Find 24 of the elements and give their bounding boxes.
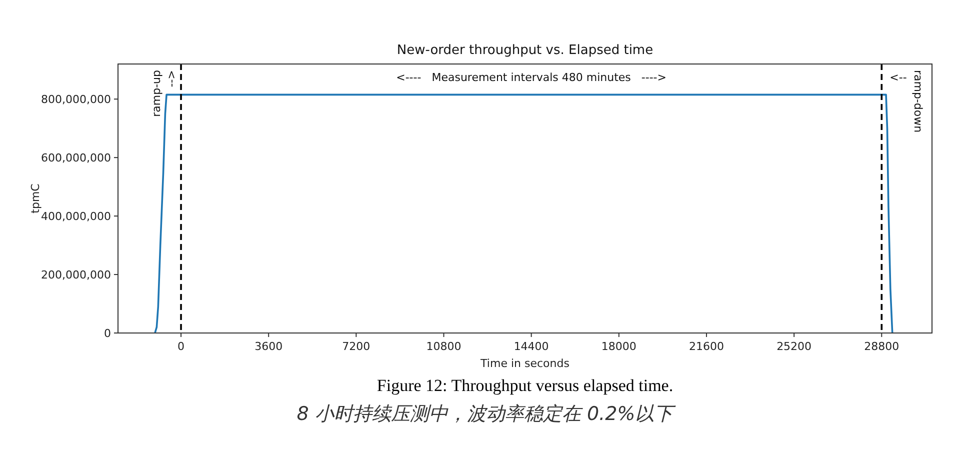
x-tick-label: 21600 — [688, 340, 724, 353]
y-tick-label: 400,000,000 — [41, 210, 111, 224]
y-tick-label: 200,000,000 — [41, 268, 111, 282]
x-tick-label: 18000 — [601, 340, 636, 353]
x-tick-label: 3600 — [254, 340, 283, 353]
annotation: ramp-down — [912, 70, 925, 133]
y-tick-label: 0 — [104, 327, 111, 340]
caption: Figure 12: Throughput versus elapsed time. — [376, 376, 674, 395]
x-tick-label: 7200 — [342, 340, 370, 353]
y-tick-label: 600,000,000 — [41, 152, 111, 165]
text: 8 小时持续压测中，波动率稳定在 0.2%以下 — [296, 403, 676, 425]
x-tick-label: 25200 — [776, 340, 812, 353]
annotation: <-- — [890, 71, 907, 84]
y-axis-title: tpmC — [29, 183, 42, 214]
y-tick-label: 800,000,000 — [41, 93, 111, 106]
chart-title: New-order throughput vs. Elapsed time — [396, 43, 654, 58]
x-tick-label: 10800 — [426, 340, 462, 353]
x-tick-label: 28800 — [864, 340, 900, 353]
annotation: ramp-up — [150, 70, 164, 117]
x-tick-label: 0 — [178, 340, 185, 353]
annotation: <---- Measurement intervals 480 minutes ----> — [396, 71, 667, 84]
x-axis-title: Time in seconds — [480, 357, 570, 370]
annotation: --> — [165, 70, 178, 88]
x-tick-label: 14400 — [514, 340, 549, 353]
